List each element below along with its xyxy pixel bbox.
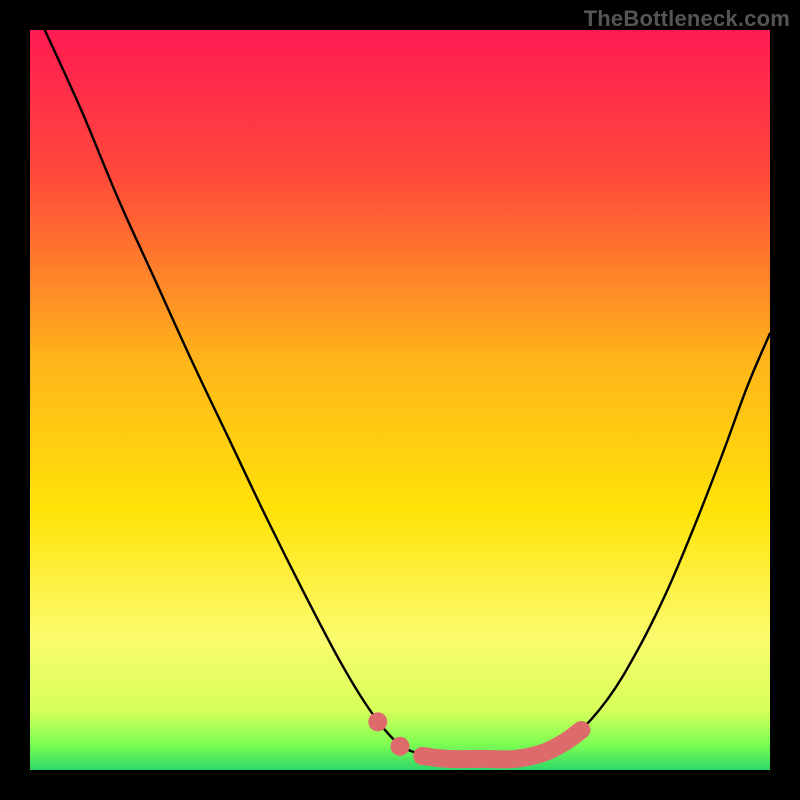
highlight-dot [368,712,387,731]
watermark-text: TheBottleneck.com [584,6,790,32]
bottleneck-chart [0,0,800,800]
gradient-plot-area [30,30,770,770]
chart-frame: { "canvas": { "width": 800, "height": 80… [0,0,800,800]
highlight-dot [391,737,410,756]
